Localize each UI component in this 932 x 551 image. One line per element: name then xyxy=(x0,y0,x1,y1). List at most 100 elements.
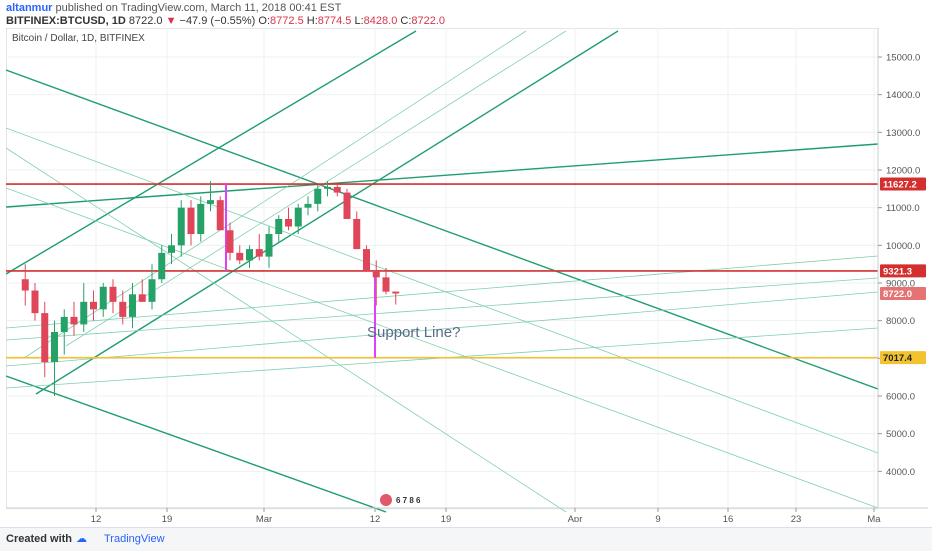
candle-body[interactable] xyxy=(80,301,88,325)
candle-body[interactable] xyxy=(207,200,214,204)
candle-body[interactable] xyxy=(294,207,302,227)
price-tick-label: 10000.0 xyxy=(886,241,920,252)
created-with-label: Created with xyxy=(6,533,73,545)
price-level-tag xyxy=(880,286,926,300)
candle-body[interactable] xyxy=(90,301,97,310)
chart-svg[interactable]: Bitcoin / Dollar, 1D, BITFINEX Support Li… xyxy=(6,28,928,522)
price-level-label: 9321.3 xyxy=(883,266,912,277)
time-tick-label: 16 xyxy=(723,514,734,522)
candle-body[interactable] xyxy=(187,207,195,235)
ohlc-line: BITFINEX:BTCUSD, 1D 8722.0 ▼ −47.9 (−0.5… xyxy=(6,15,445,27)
price-level-label: 8722.0 xyxy=(883,289,912,300)
candle-body[interactable] xyxy=(333,186,341,193)
support-annotation: Support Line? xyxy=(367,324,460,341)
trend-line[interactable] xyxy=(6,187,879,509)
price-tick-label: 11000.0 xyxy=(886,203,920,214)
candle-body[interactable] xyxy=(343,192,351,219)
price-tick-label: 9000.0 xyxy=(886,279,915,290)
price-tick-label: 15000.0 xyxy=(886,53,920,64)
time-tick-label: Mar xyxy=(256,514,272,522)
price-level-tag xyxy=(880,264,926,278)
down-arrow-icon: ▼ xyxy=(165,15,177,27)
time-tick-label: 9 xyxy=(655,514,660,522)
candle-body[interactable] xyxy=(119,301,127,317)
candle-body[interactable] xyxy=(304,203,312,208)
candle-body[interactable] xyxy=(99,286,107,310)
candle-body[interactable] xyxy=(353,218,361,250)
time-tick-label: 12 xyxy=(370,514,381,522)
candle-body[interactable] xyxy=(158,252,166,280)
close-label: C: xyxy=(400,15,412,27)
close-value: 8722.0 xyxy=(411,15,446,27)
candle-body[interactable] xyxy=(265,234,273,257)
candle-body[interactable] xyxy=(41,313,49,363)
trend-line[interactable] xyxy=(6,69,879,390)
candle-body[interactable] xyxy=(129,294,136,317)
price-level-label: 7017.4 xyxy=(883,353,913,364)
trend-line[interactable] xyxy=(6,277,879,341)
candle-body[interactable] xyxy=(21,279,29,291)
trend-line[interactable] xyxy=(6,375,387,513)
price-level-tag xyxy=(880,177,926,191)
trend-line[interactable] xyxy=(6,127,879,454)
symbol-label: BITFINEX:BTCUSD, 1D xyxy=(6,15,126,27)
candle-body[interactable] xyxy=(109,286,117,302)
candle-body[interactable] xyxy=(392,291,400,294)
candle-body[interactable] xyxy=(382,277,390,292)
tradingview-logo-icon[interactable]: ☁ xyxy=(76,533,87,545)
price-tick-label: 13000.0 xyxy=(886,128,920,139)
candle-body[interactable] xyxy=(197,203,205,235)
time-tick-label: 23 xyxy=(791,514,802,522)
candle-body[interactable] xyxy=(177,207,185,246)
price-change: −47.9 (−0.55%) xyxy=(179,15,256,27)
price-tick-label: 4000.0 xyxy=(886,467,915,478)
chart-header: altanmur published on TradingView.com, M… xyxy=(0,0,932,28)
candle-body[interactable] xyxy=(372,271,380,278)
trend-line[interactable] xyxy=(6,291,879,367)
price-tick-label: 6000.0 xyxy=(886,392,915,403)
plot-background xyxy=(6,28,879,509)
candle-body[interactable] xyxy=(324,186,331,189)
candle-body[interactable] xyxy=(70,316,78,325)
candle-body[interactable] xyxy=(60,316,68,332)
time-tick-label: 19 xyxy=(441,514,452,522)
candle-body[interactable] xyxy=(168,245,175,253)
candle-body[interactable] xyxy=(31,290,39,314)
open-value: 8772.5 xyxy=(270,15,304,27)
candle-body[interactable] xyxy=(226,230,234,253)
time-tick-label: 12 xyxy=(91,514,102,522)
price-tick-label: 5000.0 xyxy=(886,429,915,440)
tradingview-brand-link[interactable]: TradingView xyxy=(104,533,165,545)
candle-body[interactable] xyxy=(246,249,253,261)
published-text: published on TradingView.com, March 11, … xyxy=(55,2,342,14)
time-tick-label: Apr xyxy=(568,514,583,522)
candle-body[interactable] xyxy=(275,218,283,235)
candle-body[interactable] xyxy=(285,218,292,227)
trend-line[interactable] xyxy=(35,30,619,395)
candle-body[interactable] xyxy=(216,200,224,231)
candle-body[interactable] xyxy=(255,249,263,257)
price-tick-label: 14000.0 xyxy=(886,90,920,101)
candle-body[interactable] xyxy=(148,279,156,302)
trend-line[interactable] xyxy=(6,147,567,513)
candle-body[interactable] xyxy=(236,252,244,261)
price-level-label: 11627.2 xyxy=(883,180,917,191)
author-link[interactable]: altanmur xyxy=(6,2,53,14)
trend-line[interactable] xyxy=(6,255,879,329)
chart-area[interactable]: Bitcoin / Dollar, 1D, BITFINEX Support Li… xyxy=(6,28,928,522)
open-label: O: xyxy=(258,15,271,27)
candle-body[interactable] xyxy=(51,331,58,363)
trend-line[interactable] xyxy=(6,143,879,208)
footer-bar: Created with ☁ TradingView xyxy=(0,527,932,551)
trend-line[interactable] xyxy=(6,30,417,275)
trend-line[interactable] xyxy=(23,30,527,359)
high-value: 8774.5 xyxy=(317,15,352,27)
low-value: 8428.0 xyxy=(363,15,398,27)
price-level-tag xyxy=(880,351,926,365)
candle-body[interactable] xyxy=(138,294,146,302)
event-badge-text: 6 7 8 6 xyxy=(396,496,421,505)
event-flag-icon[interactable] xyxy=(380,494,392,506)
last-price: 8722.0 xyxy=(128,15,163,27)
candle-body[interactable] xyxy=(314,188,322,204)
candle-body[interactable] xyxy=(363,249,370,272)
